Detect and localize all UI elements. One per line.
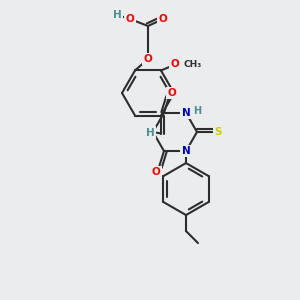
Text: O: O [171,59,179,70]
Text: O: O [168,88,176,98]
Text: O: O [152,167,160,177]
Text: N: N [182,108,190,118]
Text: H: H [112,10,122,20]
Text: N: N [182,146,190,156]
Text: S: S [214,127,222,137]
Text: O: O [144,54,152,64]
Text: O: O [159,14,167,24]
Text: O: O [126,14,134,24]
Text: H: H [193,106,201,116]
Text: H: H [146,128,154,137]
Text: CH₃: CH₃ [184,60,202,69]
